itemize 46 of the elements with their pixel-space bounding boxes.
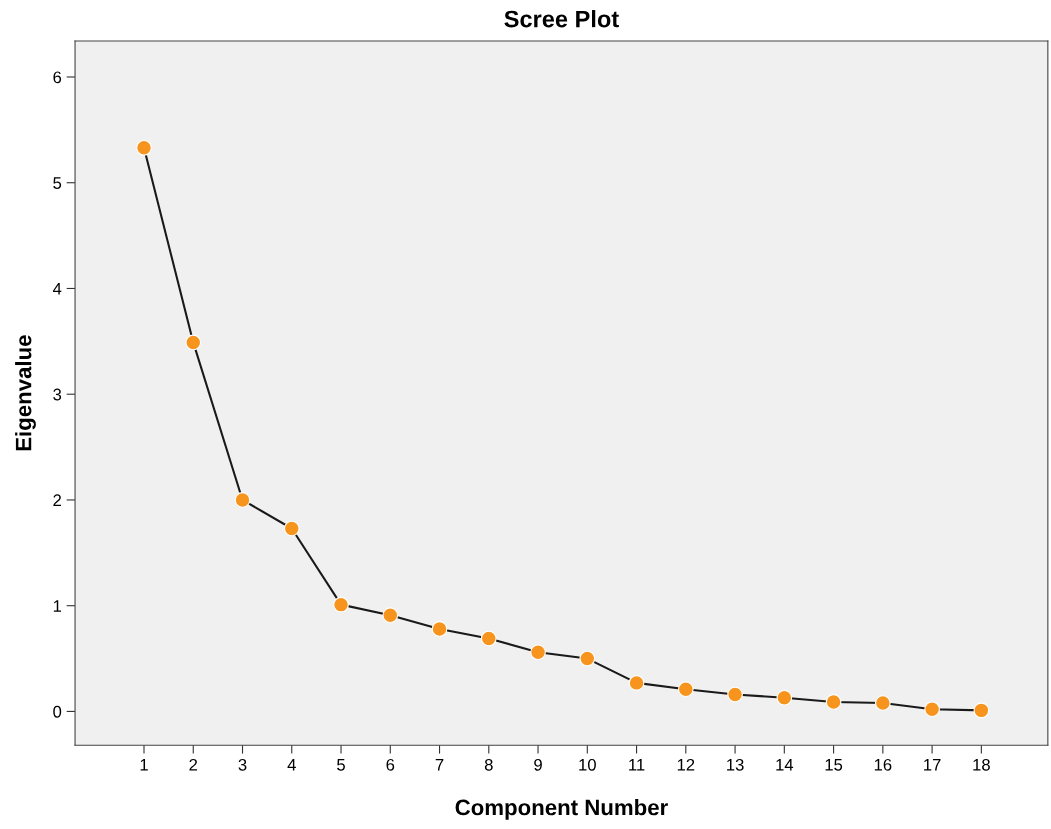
x-tick-label: 17 bbox=[924, 759, 941, 771]
y-tick-label: 6 bbox=[53, 71, 62, 84]
point bbox=[628, 675, 645, 691]
point bbox=[136, 139, 152, 156]
x-tick-label: 13 bbox=[727, 758, 744, 771]
x-tick-label: 14 bbox=[776, 759, 794, 771]
y-tick-label: 2 bbox=[53, 494, 62, 506]
x-tick-label: 16 bbox=[874, 758, 892, 771]
x-tick-label: 18 bbox=[973, 758, 990, 771]
x-tick-label: 8 bbox=[484, 758, 493, 771]
x-tick-label: 7 bbox=[435, 759, 444, 771]
point bbox=[234, 492, 251, 508]
x-tick-label: 9 bbox=[534, 758, 542, 771]
y-tick-label: 0 bbox=[53, 705, 62, 718]
point bbox=[382, 607, 399, 624]
chart-title: Scree Plot bbox=[504, 10, 619, 28]
point bbox=[875, 695, 891, 711]
x-tick-label: 3 bbox=[238, 758, 247, 771]
point bbox=[530, 644, 546, 661]
x-tick-label: 12 bbox=[677, 758, 695, 771]
point bbox=[333, 596, 349, 613]
point bbox=[924, 701, 940, 718]
y-tick-label: 1 bbox=[53, 600, 62, 612]
point bbox=[283, 520, 300, 537]
point bbox=[776, 689, 793, 706]
point bbox=[727, 686, 743, 703]
x-axis-title: Component Number bbox=[455, 799, 668, 820]
point bbox=[825, 694, 842, 710]
point bbox=[431, 621, 448, 637]
x-tick-label: 4 bbox=[287, 759, 296, 771]
y-tick-label: 4 bbox=[52, 283, 62, 295]
point bbox=[677, 681, 694, 698]
point bbox=[579, 650, 596, 667]
x-tick-label: 15 bbox=[825, 759, 843, 771]
point bbox=[480, 630, 497, 647]
x-tick-label: 10 bbox=[579, 758, 596, 771]
point bbox=[973, 702, 990, 719]
x-tick-label: 5 bbox=[337, 759, 345, 771]
y-tick-label: 5 bbox=[53, 177, 62, 189]
point bbox=[185, 334, 202, 351]
x-tick-label: 2 bbox=[189, 758, 198, 771]
y-tick-label: 3 bbox=[53, 388, 62, 401]
x-tick-label: 6 bbox=[386, 758, 395, 771]
x-tick-label: 1 bbox=[140, 759, 148, 771]
x-tick-label: 11 bbox=[629, 759, 645, 771]
y-axis-title: Eigenvalue bbox=[15, 335, 36, 451]
